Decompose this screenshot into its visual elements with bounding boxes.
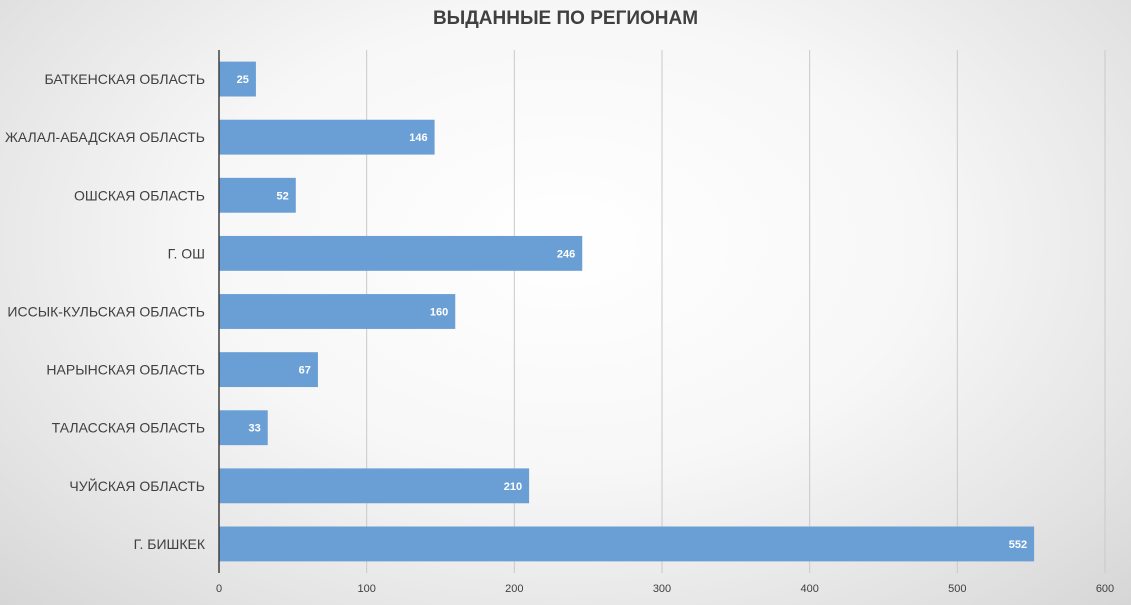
- category-label-6: ТАЛАССКАЯ ОБЛАСТЬ: [52, 420, 205, 436]
- bar-0: [219, 61, 256, 97]
- data-label-1: 146: [409, 132, 427, 144]
- category-label-1: ЖАЛАЛ-АБАДСКАЯ ОБЛАСТЬ: [5, 129, 205, 145]
- data-label-8: 552: [1009, 539, 1027, 551]
- data-label-7: 210: [504, 481, 522, 493]
- x-tick-label-600: 600: [1096, 583, 1114, 595]
- category-label-4: ИССЫК-КУЛЬСКАЯ ОБЛАСТЬ: [7, 304, 205, 320]
- x-tick-label-500: 500: [948, 583, 966, 595]
- bar-5: [219, 352, 318, 388]
- x-tick-label-100: 100: [357, 583, 375, 595]
- chart-title: ВЫДАННЫЕ ПО РЕГИОНАМ: [432, 8, 699, 29]
- category-label-0: БАТКЕНСКАЯ ОБЛАСТЬ: [44, 71, 205, 87]
- category-label-8: Г. БИШКЕК: [134, 536, 206, 552]
- x-tick-label-0: 0: [216, 583, 222, 595]
- category-label-5: НАРЫНСКАЯ ОБЛАСТЬ: [46, 362, 205, 378]
- data-label-2: 52: [277, 190, 289, 202]
- category-label-7: ЧУЙСКАЯ ОБЛАСТЬ: [69, 477, 205, 494]
- bar-2: [219, 177, 296, 213]
- bar-8: [219, 526, 1035, 562]
- data-label-6: 33: [248, 423, 260, 435]
- bar-6: [219, 410, 268, 446]
- x-tick-label-200: 200: [505, 583, 523, 595]
- data-label-5: 67: [299, 365, 311, 377]
- category-label-2: ОШСКАЯ ОБЛАСТЬ: [74, 187, 205, 203]
- category-label-3: Г. ОШ: [168, 245, 205, 261]
- bar-3: [219, 235, 583, 271]
- x-tick-label-300: 300: [653, 583, 671, 595]
- data-label-4: 160: [430, 307, 448, 319]
- bar-4: [219, 294, 456, 329]
- bar-7: [219, 468, 530, 504]
- bar-1: [219, 119, 435, 155]
- data-label-0: 25: [237, 74, 249, 86]
- data-label-3: 246: [557, 248, 575, 260]
- x-tick-label-400: 400: [800, 583, 818, 595]
